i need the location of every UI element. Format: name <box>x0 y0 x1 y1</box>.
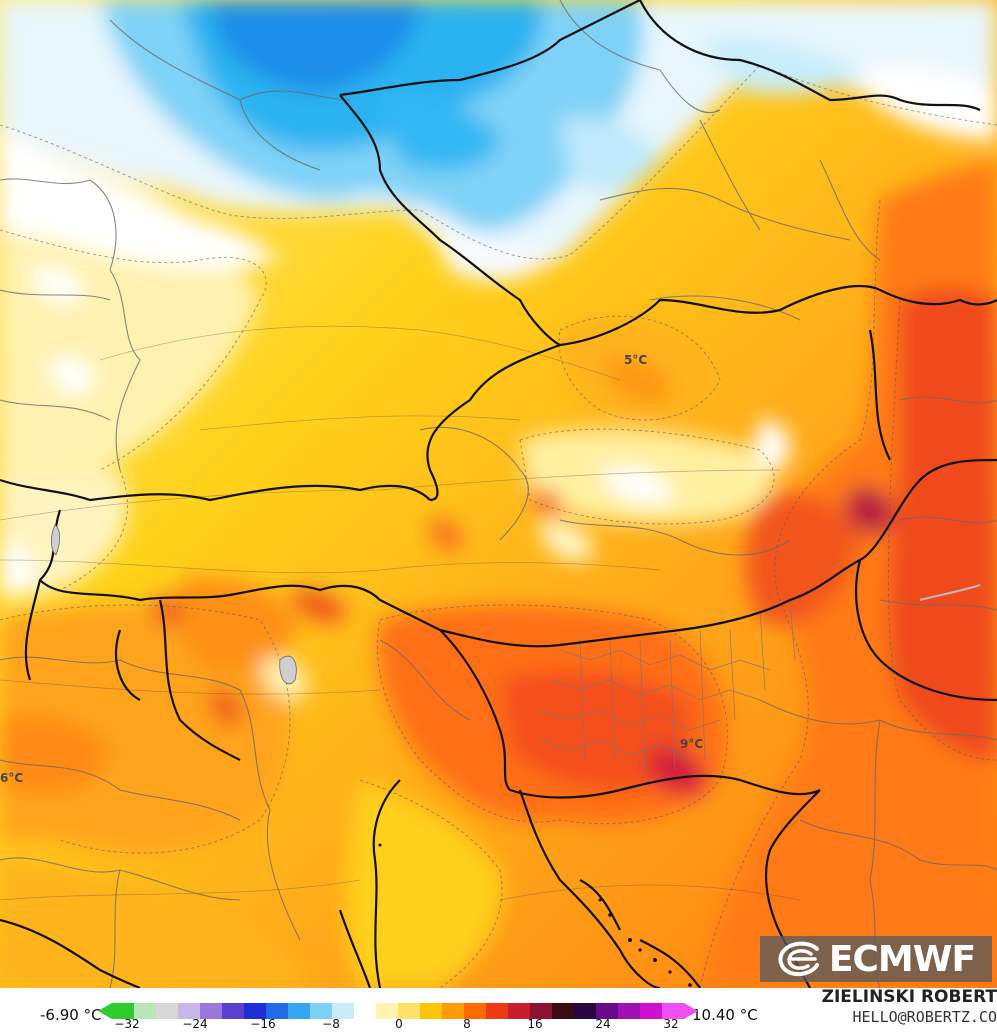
ecmwf-swirl-icon <box>778 941 819 977</box>
colorbar-segment <box>200 1003 223 1019</box>
tick-label: 24 <box>595 1017 611 1031</box>
coastline-islands <box>378 843 692 987</box>
colorbar-segment <box>464 1003 487 1019</box>
colorbar-segment <box>486 1003 509 1019</box>
colorbar-segment <box>222 1003 245 1019</box>
national-borders <box>0 0 997 988</box>
temperature-colorbar <box>98 1003 698 1019</box>
tick-label: 0 <box>395 1017 403 1031</box>
colorbar-segment <box>156 1003 179 1019</box>
tick-label: −8 <box>322 1017 340 1031</box>
map-canvas: 5°C 9°C 6°C <box>0 0 997 988</box>
ecmwf-logo-text: ECMWF <box>828 938 976 980</box>
fine-contours <box>0 325 801 901</box>
ecmwf-logo: ECMWF <box>760 936 992 982</box>
colorbar-segment <box>640 1003 663 1019</box>
slovenia-municipal-borders <box>539 599 796 771</box>
colorbar-segment <box>530 1003 553 1019</box>
colorbar-segment <box>354 1003 377 1019</box>
colorbar-segment <box>574 1003 597 1019</box>
colorbar-segment <box>332 1003 355 1019</box>
colorbar-segment <box>112 1003 135 1019</box>
colorbar-segment <box>310 1003 333 1019</box>
colorbar-segment <box>244 1003 267 1019</box>
colorbar-segment <box>288 1003 311 1019</box>
colorbar-segment <box>266 1003 289 1019</box>
regional-borders <box>0 0 997 988</box>
tick-label: 8 <box>463 1017 471 1031</box>
colorbar-segment <box>376 1003 399 1019</box>
tick-label: 32 <box>663 1017 679 1031</box>
label-5c: 5°C <box>624 353 647 367</box>
legend-min-value: -6.90 °C <box>40 1006 102 1024</box>
label-9c: 9°C <box>680 737 703 751</box>
colorbar-segment <box>508 1003 531 1019</box>
colorbar-segment <box>134 1003 157 1019</box>
colorbar-segment <box>178 1003 201 1019</box>
colorbar-segment <box>420 1003 443 1019</box>
tick-label: −32 <box>114 1017 140 1031</box>
colorbar-min-arrow <box>98 1003 112 1019</box>
author-email: HELLO@ROBERTZ.CO <box>852 1008 997 1026</box>
colorbar-segment <box>552 1003 575 1019</box>
tick-label: −24 <box>182 1017 208 1031</box>
isotherm-contours <box>0 64 997 988</box>
colorbar-segment <box>442 1003 465 1019</box>
label-6c: 6°C <box>0 771 23 785</box>
author-name: ZIELINSKI ROBERT <box>821 987 997 1007</box>
colorbar-segment <box>596 1003 619 1019</box>
tick-label: 16 <box>527 1017 543 1031</box>
colorbar-segment <box>618 1003 641 1019</box>
temperature-map: 5°C 9°C 6°C <box>0 0 997 988</box>
colorbar-max-arrow <box>684 1003 698 1019</box>
lakes <box>50 524 981 685</box>
colorbar-segment <box>398 1003 421 1019</box>
colorbar-segment <box>662 1003 685 1019</box>
legend-max-value: 10.40 °C <box>692 1006 758 1024</box>
tick-label: −16 <box>250 1017 276 1031</box>
colorbar-ticks: −32 −24 −16 −8 0 8 16 24 32 <box>0 1017 997 1035</box>
